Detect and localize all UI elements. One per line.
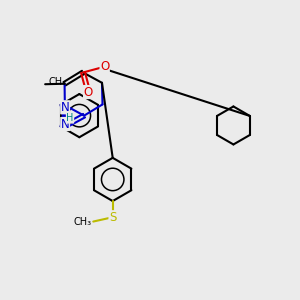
- Text: O: O: [84, 85, 93, 98]
- Text: O: O: [100, 60, 109, 73]
- Text: S: S: [109, 211, 116, 224]
- Text: N: N: [61, 118, 70, 130]
- Text: N: N: [61, 101, 70, 114]
- Text: CH₃: CH₃: [73, 217, 91, 226]
- Text: CH₃: CH₃: [48, 77, 66, 87]
- Text: H: H: [66, 113, 74, 123]
